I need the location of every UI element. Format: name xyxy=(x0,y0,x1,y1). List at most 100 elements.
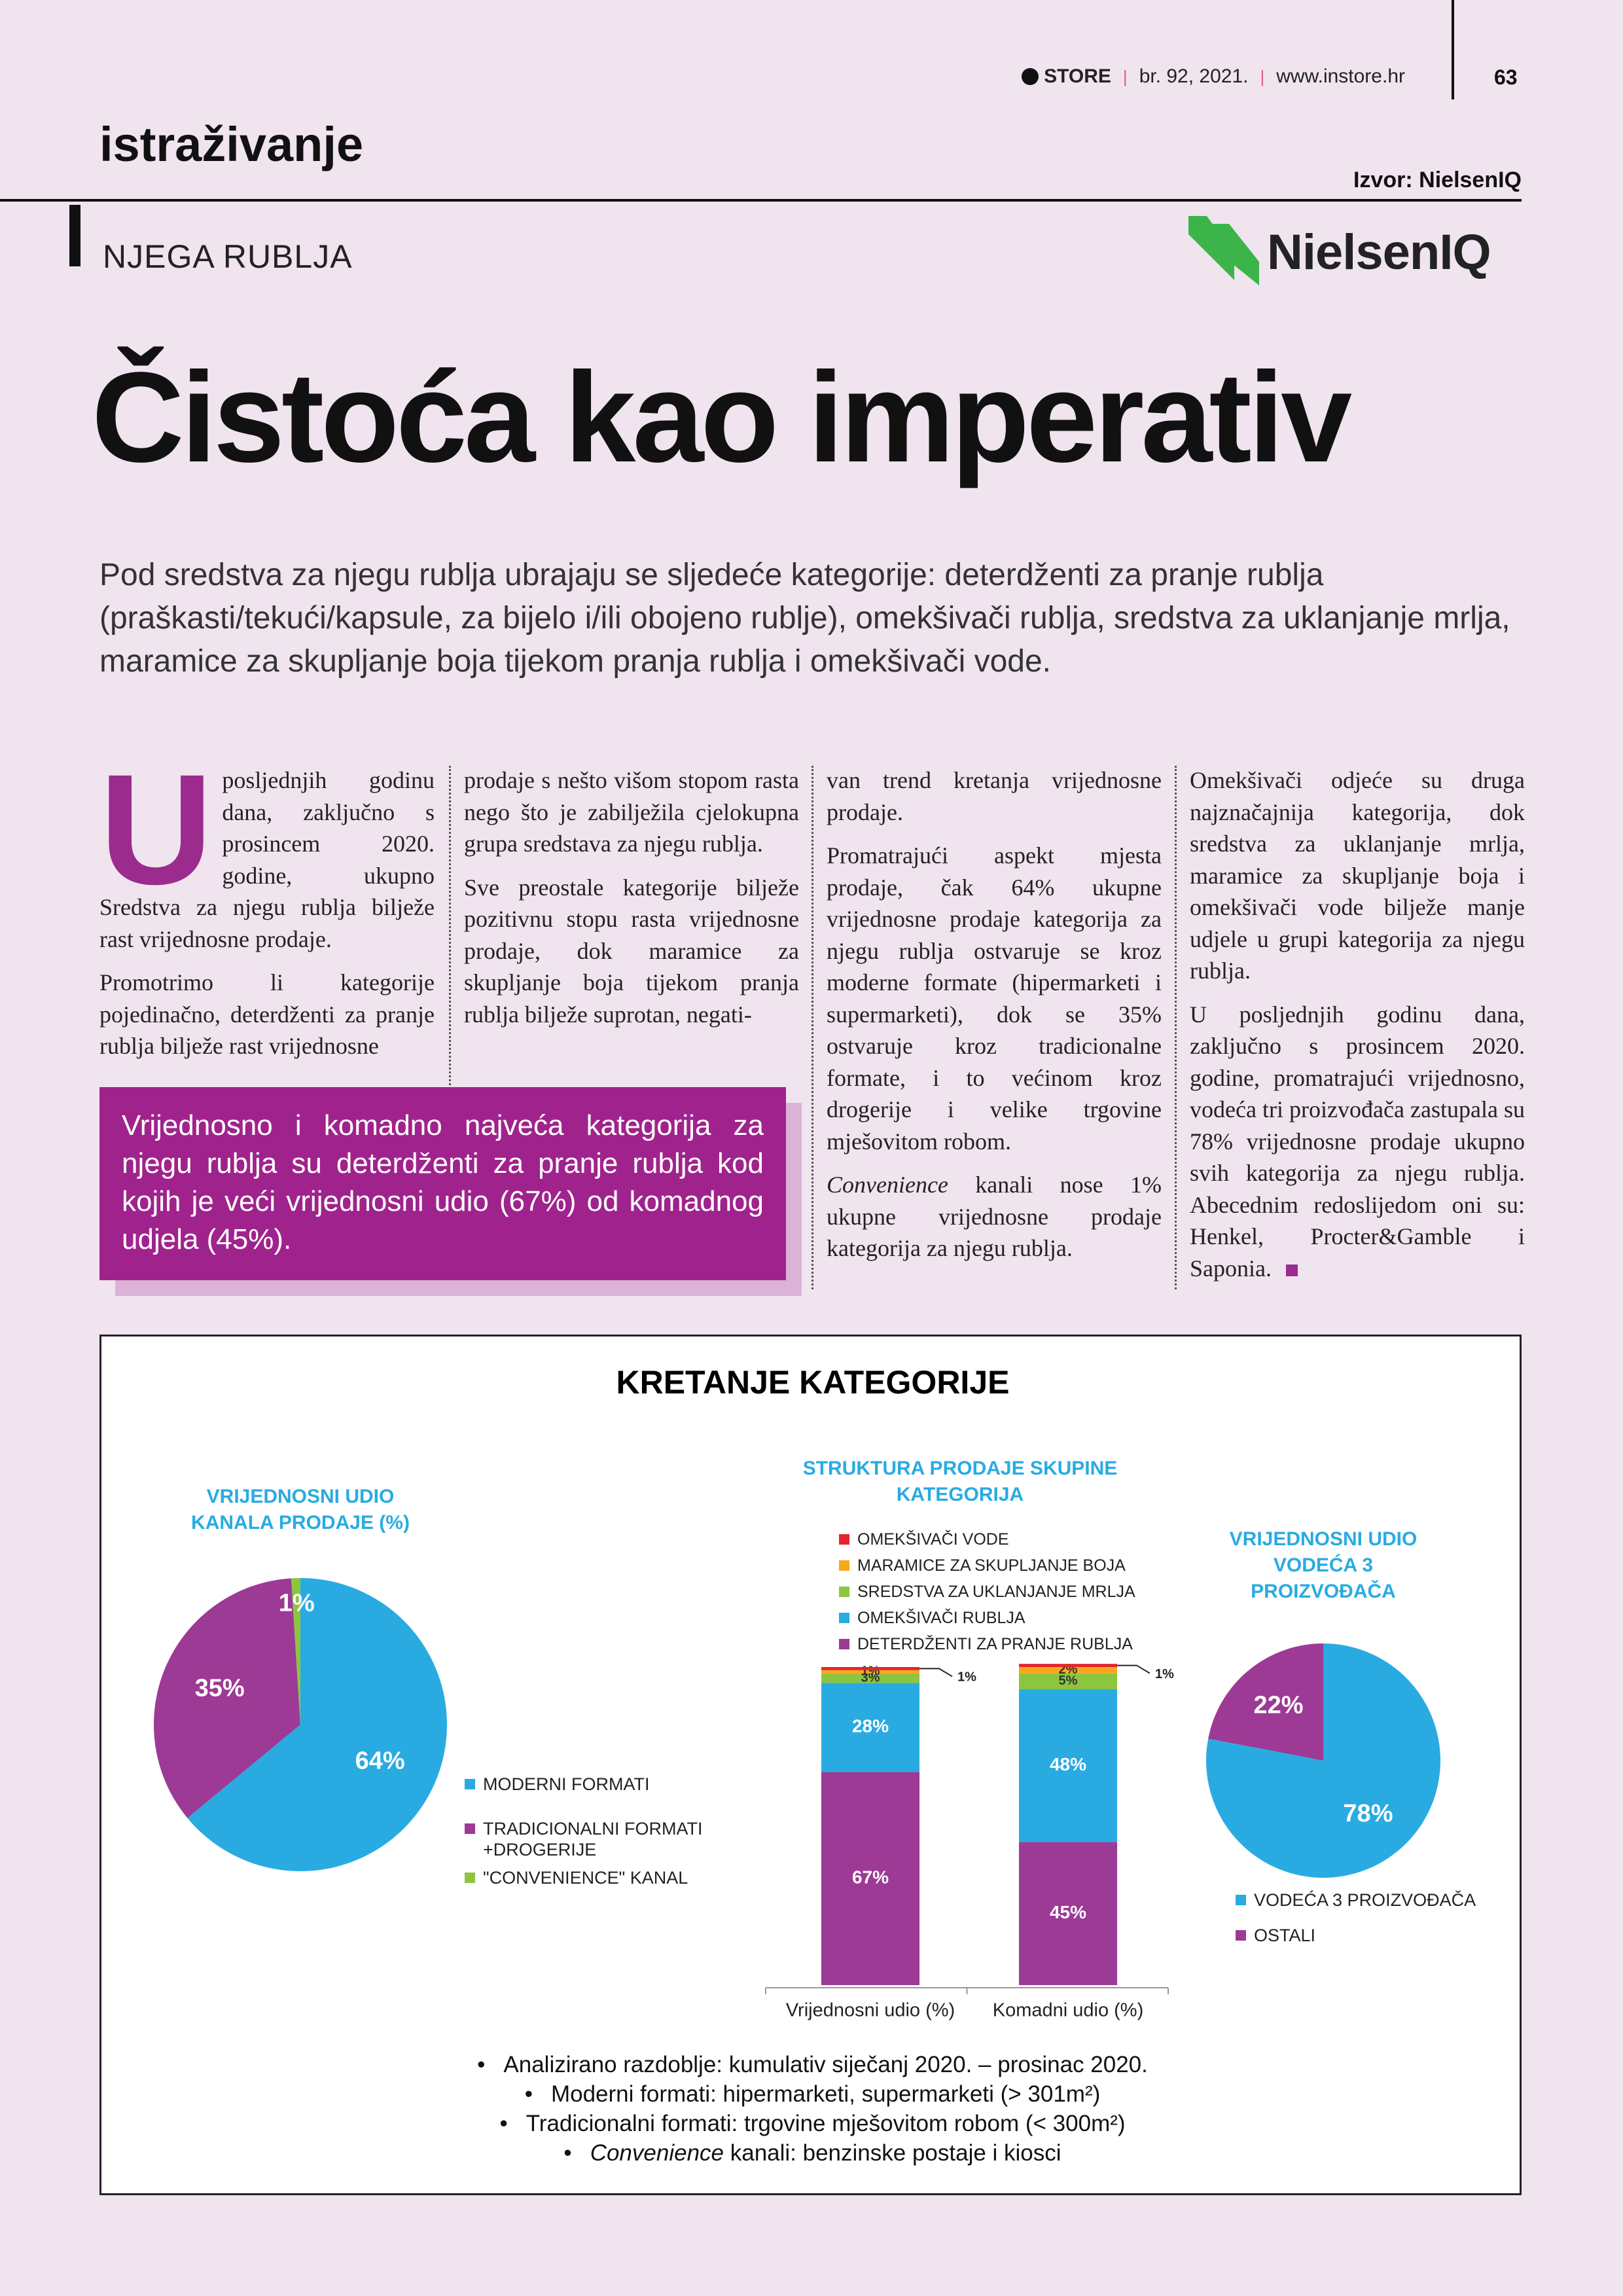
legend-item: OMEKŠIVAČI RUBLJA xyxy=(839,1607,1232,1628)
lead: Pod sredstva za njegu rublja ubrajaju se… xyxy=(99,558,1510,679)
section-rule xyxy=(0,199,1522,202)
bar-segment xyxy=(1019,1667,1117,1674)
data-label: 1% xyxy=(957,1670,976,1685)
bar-segment xyxy=(1019,1842,1117,1985)
bar-segment xyxy=(821,1667,919,1670)
legend-item: SREDSTVA ZA UKLANJANJE MRLJA xyxy=(839,1581,1232,1602)
data-label: 1% xyxy=(1155,1667,1174,1681)
category: NJEGA RUBLJA xyxy=(103,238,353,275)
charts: KRETANJE KATEGORIJE 64%35%1%67%28%3%1% 1%… xyxy=(154,1364,1440,2021)
legend-item: TRADICIONALNI FORMATI +DROGERIJE xyxy=(465,1818,707,1860)
column-divider xyxy=(449,766,451,1289)
legend-label: TRADICIONALNI FORMATI +DROGERIJE xyxy=(483,1819,703,1859)
note: Analizirano razdoblje: kumulativ siječan… xyxy=(101,2050,1524,2079)
bar-segment xyxy=(821,1683,919,1772)
legend-item: OSTALI xyxy=(1236,1925,1510,1946)
data-label: 5% xyxy=(1059,1674,1078,1688)
italic-text: Convenience xyxy=(590,2140,724,2166)
logo-mark xyxy=(1188,216,1259,285)
data-label: 35% xyxy=(195,1675,245,1702)
paragraph: van trend kretanja vrijednosne prodaje. xyxy=(827,767,1162,825)
logo: NielsenIQ xyxy=(1188,216,1491,288)
pie-slice xyxy=(1208,1643,1323,1761)
x-tick-label: Komadni udio (%) xyxy=(993,2000,1144,2021)
data-label: 22% xyxy=(1254,1691,1304,1719)
legend-swatch xyxy=(839,1560,849,1571)
issue: br. 92, 2021. xyxy=(1139,65,1249,87)
text: kanali: benzinske postaje i kiosci xyxy=(724,2140,1061,2166)
separator: | xyxy=(1122,66,1128,86)
legend-item: OMEKŠIVAČI VODE xyxy=(839,1529,1232,1550)
header-rule xyxy=(1452,0,1454,99)
end-mark xyxy=(1285,1264,1298,1276)
legend-swatch xyxy=(1236,1930,1246,1941)
note: Tradicionalni formati: trgovine mješovit… xyxy=(101,2109,1524,2138)
legend-label: MODERNI FORMATI xyxy=(483,1774,650,1794)
chart-title: VRIJEDNOSNI UDIO VODEĆA 3 PROIZVOĐAČA xyxy=(1229,1528,1418,1602)
drop-cap: U xyxy=(99,742,213,917)
data-label: 78% xyxy=(1343,1800,1393,1827)
legend-item: "CONVENIENCE" KANAL xyxy=(465,1867,707,1888)
headline: Čistoća kao imperativ xyxy=(92,346,1352,489)
x-tick-label: Vrijednosni udio (%) xyxy=(786,2000,955,2021)
infographic-title: KRETANJE KATEGORIJE xyxy=(616,1364,1009,1401)
legend-swatch xyxy=(465,1823,475,1834)
legend-label: VODEĆA 3 PROIZVOĐAČA xyxy=(1254,1890,1476,1910)
legend-label: SREDSTVA ZA UKLANJANJE MRLJA xyxy=(857,1583,1135,1601)
notes: Analizirano razdoblje: kumulativ siječan… xyxy=(101,2050,1524,2168)
brand-name: STORE xyxy=(1044,65,1111,87)
legend-swatch xyxy=(839,1534,849,1545)
text: posljednjih godinu dana, zaključno s pro… xyxy=(99,767,435,952)
logo-text: NielsenIQ xyxy=(1267,224,1491,280)
legend-swatch xyxy=(1236,1895,1246,1905)
legend-label: DETERDŽENTI ZA PRANJE RUBLJA xyxy=(857,1635,1133,1653)
header-meta: STORE | br. 92, 2021. | www.instore.hr xyxy=(1022,65,1405,88)
legend-label: MARAMICE ZA SKUPLJANJE BOJA xyxy=(857,1556,1126,1575)
legend-label: "CONVENIENCE" KANAL xyxy=(483,1868,688,1888)
bar-segment xyxy=(821,1772,919,1985)
section: istraživanje xyxy=(99,117,364,171)
note: Convenience kanali: benzinske postaje i … xyxy=(101,2138,1524,2168)
legend-swatch xyxy=(465,1873,475,1883)
data-label: 28% xyxy=(852,1716,889,1736)
callout: Vrijednosno i komadno najveća kategorija… xyxy=(99,1087,786,1280)
brand-icon xyxy=(1022,68,1039,85)
data-label: 45% xyxy=(1050,1902,1086,1922)
legend-swatch xyxy=(839,1639,849,1649)
legend-swatch xyxy=(465,1779,475,1789)
website[interactable]: www.instore.hr xyxy=(1276,65,1405,87)
paragraph: Sve preostale kategorije bilježe pozitiv… xyxy=(464,874,799,1028)
infographic: KRETANJE KATEGORIJE 64% 35% 1% 67% 28% 3% 1% 1%… xyxy=(99,1335,1522,2195)
italic-text: Convenience xyxy=(827,1172,948,1198)
paragraph: prodaje s nešto višom stopom rasta nego … xyxy=(464,767,799,857)
paragraph: Convenience kanali nose 1% ukupne vrijed… xyxy=(827,1169,1162,1265)
chart-title: VRIJEDNOSNI UDIO KANALA PRODAJE (%) xyxy=(191,1486,410,1534)
column: Omekšivači odjeće su druga najznačajnija… xyxy=(1190,764,1525,1296)
source: Izvor: NielsenIQ xyxy=(1353,168,1522,192)
legend-label: OSTALI xyxy=(1254,1926,1316,1945)
column-divider xyxy=(812,766,813,1289)
text: kanali nose 1% ukupne vrijednosne prodaj… xyxy=(827,1172,1162,1261)
data-label: 64% xyxy=(355,1747,405,1774)
legend-swatch xyxy=(839,1587,849,1597)
paragraph: Promotrimo li kategorije pojedinačno, de… xyxy=(99,969,435,1059)
chart-title: STRUKTURA PRODAJE SKUPINE KATEGORIJA xyxy=(802,1458,1118,1505)
data-label: 67% xyxy=(852,1867,889,1888)
brand: STORE xyxy=(1022,65,1111,88)
legend-item: MODERNI FORMATI xyxy=(465,1774,707,1795)
paragraph: Promatrajući aspekt mjesta prodaje, čak … xyxy=(827,842,1162,1155)
separator: | xyxy=(1260,66,1265,86)
leader-line xyxy=(919,1668,953,1677)
bar-segment xyxy=(1019,1664,1117,1667)
legend-label: OMEKŠIVAČI RUBLJA xyxy=(857,1609,1026,1627)
pie-slice xyxy=(291,1578,300,1725)
pie-slice xyxy=(187,1578,447,1871)
category-bar xyxy=(69,205,80,266)
legend-item: MARAMICE ZA SKUPLJANJE BOJA xyxy=(839,1555,1232,1576)
data-label: 3% xyxy=(861,1670,880,1685)
bar-segment xyxy=(821,1673,919,1683)
